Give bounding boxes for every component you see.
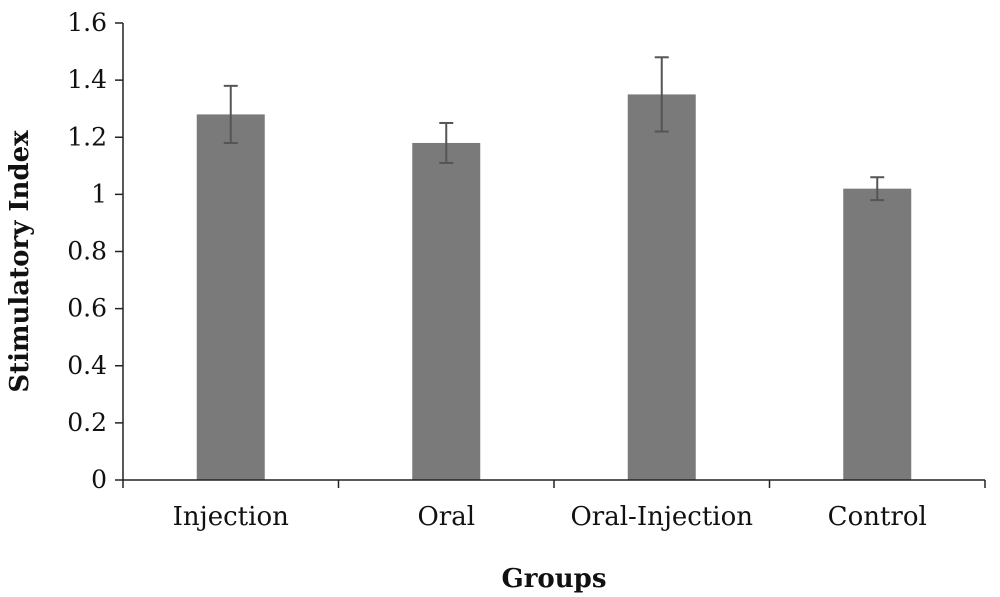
bar-oral (412, 142, 481, 480)
error-bar (654, 56, 669, 133)
x-tick-label: Oral (417, 502, 475, 532)
x-axis-tick-labels: Injection Oral Oral-Injection Control (173, 502, 927, 532)
y-tick-label: 1.4 (67, 65, 107, 94)
bar-oral-injection (627, 94, 696, 480)
error-bar (439, 121, 454, 164)
bar-control (843, 188, 912, 480)
x-tick-label: Oral-Injection (570, 502, 753, 532)
error-bar (223, 84, 238, 144)
y-tick-label: 0.4 (67, 351, 107, 380)
error-bar (870, 176, 885, 202)
y-tick-label: 0.8 (67, 237, 107, 266)
y-tick-label: 1.6 (67, 8, 107, 37)
y-tick-label: 1 (91, 179, 107, 208)
bar-injection (196, 114, 265, 481)
x-axis-title: Groups (502, 564, 607, 594)
y-tick-label: 0 (91, 465, 107, 494)
x-axis-ticks (122, 480, 986, 488)
y-tick-label: 1.2 (67, 122, 107, 151)
x-tick-label: Injection (173, 502, 289, 532)
y-tick-label: 0.6 (67, 294, 107, 323)
y-tick-label: 0.2 (67, 408, 107, 437)
error-bars-group (223, 56, 885, 202)
bars-group (196, 94, 912, 481)
y-axis-title: Stimulatory Index (5, 130, 35, 393)
y-axis-ticks: 0 0.2 0.4 0.6 0.8 1 1.2 1.4 1.6 (67, 8, 123, 494)
x-tick-label: Control (828, 502, 927, 532)
